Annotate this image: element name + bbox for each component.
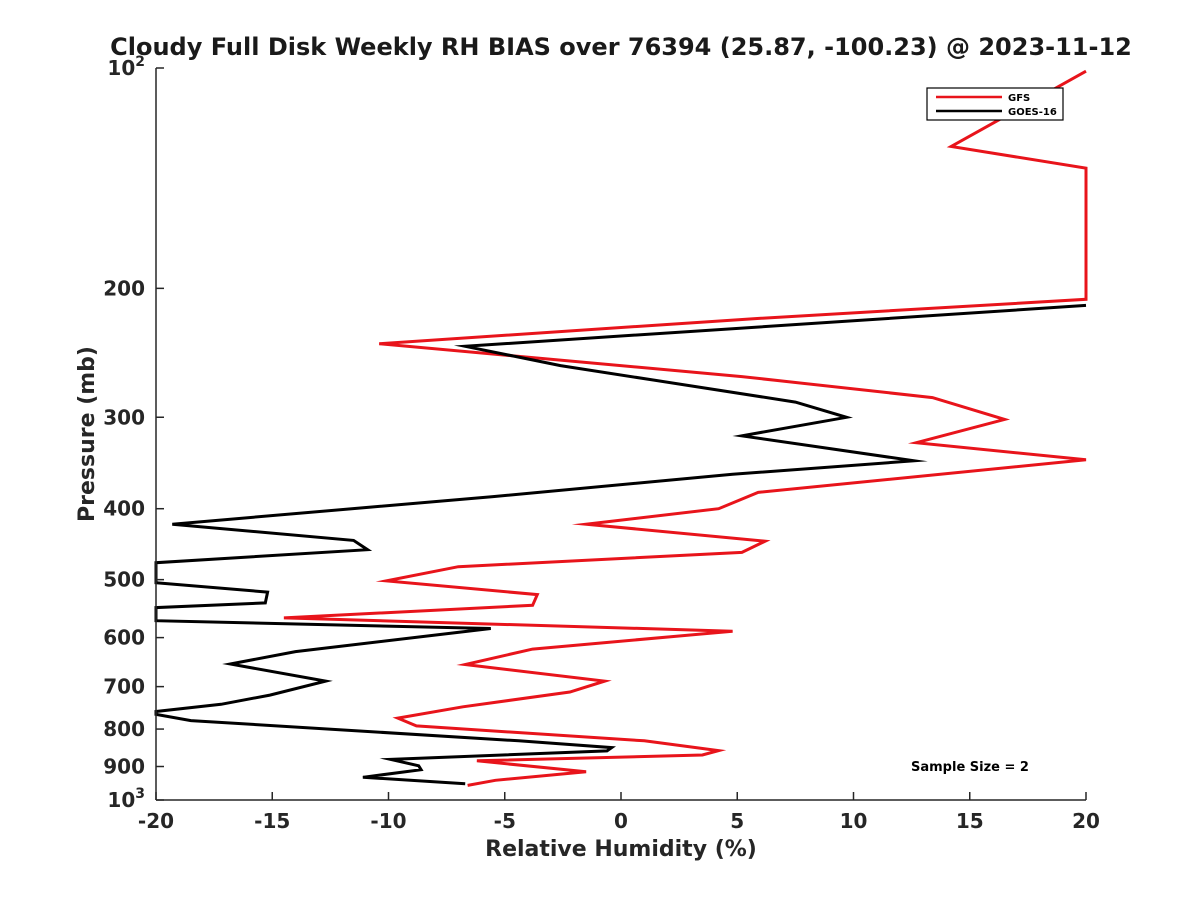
x-tick-label: 0 — [614, 809, 628, 833]
y-tick-label: 900 — [103, 755, 145, 779]
legend: GFS GOES-16 — [926, 87, 1064, 121]
x-ticks-layer: -20 -15 -10 -5 0 5 10 15 20 — [138, 792, 1100, 833]
y-tick-label: 400 — [103, 497, 145, 521]
x-tick-label: -15 — [254, 809, 290, 833]
y-tick-label: 200 — [103, 276, 145, 300]
y-tick-label: 500 — [103, 568, 145, 592]
x-axis-label: Relative Humidity (%) — [485, 837, 757, 862]
legend-label-gfs: GFS — [1008, 93, 1030, 104]
x-tick-label: 15 — [956, 809, 984, 833]
sample-size-annotation: Sample Size = 2 — [911, 760, 1029, 775]
y-tick-label: 300 — [103, 405, 145, 429]
y-tick-label: 600 — [103, 626, 145, 650]
x-tick-label: 5 — [730, 809, 744, 833]
y-tick-label: 103 — [107, 786, 145, 812]
x-tick-label: 10 — [840, 809, 868, 833]
x-tick-label: 20 — [1072, 809, 1100, 833]
y-ticks-layer: 102 200 300 400 500 600 700 800 900 103 — [103, 54, 164, 812]
legend-label-goes16: GOES-16 — [1008, 107, 1057, 118]
series-line-gfs — [283, 69, 1088, 787]
y-tick-label: 800 — [103, 717, 145, 741]
chart-title: Cloudy Full Disk Weekly RH BIAS over 763… — [110, 33, 1132, 61]
y-tick-label: 102 — [107, 54, 145, 80]
y-axis-label: Pressure (mb) — [75, 346, 100, 522]
x-tick-label: -10 — [370, 809, 406, 833]
x-tick-label: -5 — [494, 809, 516, 833]
x-tick-label: -20 — [138, 809, 174, 833]
y-tick-label: 700 — [103, 675, 145, 699]
legend-box — [926, 87, 1064, 121]
